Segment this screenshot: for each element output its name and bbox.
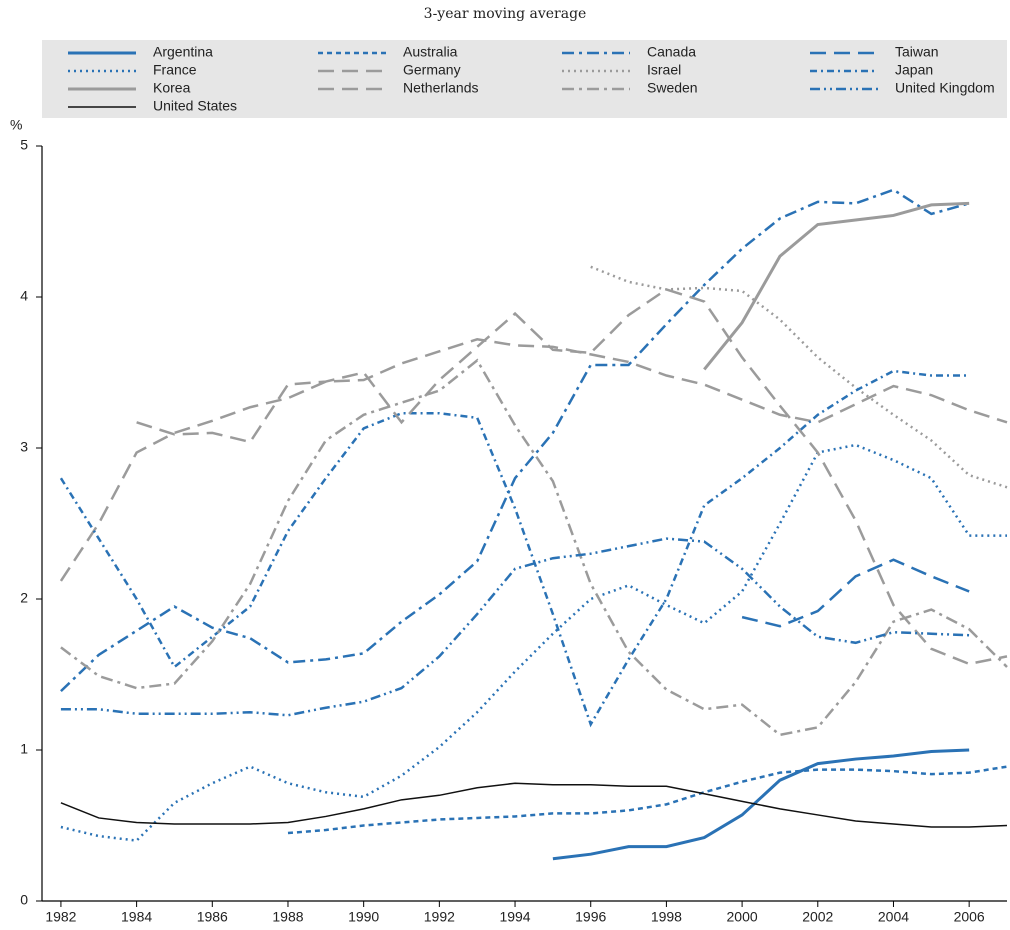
series-line: [741, 558, 970, 628]
series-line: [59, 369, 970, 728]
legend-label: Australia: [403, 44, 458, 60]
legend-label: Germany: [403, 62, 461, 78]
legend-label: Japan: [895, 62, 933, 78]
x-tick-label: 1992: [424, 909, 455, 925]
legend-label: Argentina: [153, 44, 213, 60]
y-tick-label: 2: [20, 590, 28, 606]
series-line: [287, 765, 1008, 835]
x-tick-label: 1986: [197, 909, 228, 925]
x-tick-label: 1982: [45, 909, 76, 925]
x-tick-label: 2000: [727, 909, 758, 925]
series-line: [60, 188, 970, 693]
legend-label: United States: [153, 98, 237, 114]
y-tick-label: 1: [20, 741, 28, 757]
series-line: [60, 782, 1008, 828]
legend-label: Sweden: [647, 80, 698, 96]
legend-label: France: [153, 62, 197, 78]
y-tick-label: 4: [20, 288, 28, 304]
x-tick-label: 1990: [348, 909, 379, 925]
series-line: [60, 537, 970, 717]
chart-subtitle: 3-year moving average: [424, 6, 587, 22]
y-axis-label: %: [10, 117, 22, 133]
series-line: [136, 288, 1008, 666]
legend-label: Taiwan: [895, 44, 939, 60]
y-tick-label: 5: [20, 137, 28, 153]
x-tick-label: 2004: [878, 909, 909, 925]
series-line: [59, 337, 1008, 582]
legend-label: United Kingdom: [895, 80, 995, 96]
legend-label: Canada: [647, 44, 696, 60]
x-tick-label: 1996: [575, 909, 606, 925]
x-tick-label: 1994: [499, 909, 530, 925]
x-tick-label: 2006: [954, 909, 985, 925]
x-tick-label: 2002: [802, 909, 833, 925]
legend-label: Israel: [647, 62, 681, 78]
y-tick-label: 3: [20, 439, 28, 455]
legend-label: Korea: [153, 80, 191, 96]
x-tick-label: 1998: [651, 909, 682, 925]
series-line: [552, 748, 970, 861]
x-tick-label: 1988: [272, 909, 303, 925]
series-line: [703, 201, 970, 371]
y-tick-label: 0: [20, 892, 28, 908]
series-line: [590, 265, 1008, 489]
legend-label: Netherlands: [403, 80, 479, 96]
series-line: [60, 358, 1008, 737]
x-tick-label: 1984: [121, 909, 152, 925]
